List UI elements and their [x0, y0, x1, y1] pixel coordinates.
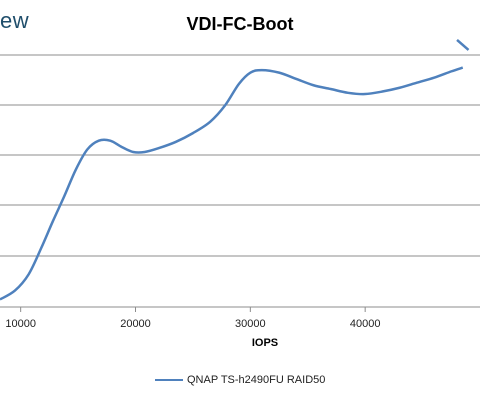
series-lines	[0, 38, 470, 301]
x-tick-label-3: 40000	[350, 318, 381, 330]
series-fragment-0	[456, 38, 470, 51]
x-axis: 10000 20000 30000 40000	[5, 307, 380, 330]
x-tick-label-1: 20000	[120, 318, 151, 330]
gridlines	[0, 54, 480, 308]
legend-swatch	[155, 379, 183, 381]
x-axis-label: IOPS	[251, 337, 279, 349]
series-line-0	[0, 66, 464, 301]
legend-label: QNAP TS-h2490FU RAID50	[187, 374, 326, 386]
legend: QNAP TS-h2490FU RAID50	[155, 374, 325, 386]
watermark-logo-text: ew	[0, 8, 30, 33]
chart-title: VDI-FC-Boot	[186, 14, 294, 34]
x-tick-label-2: 30000	[235, 318, 266, 330]
x-tick-label-0: 10000	[5, 318, 36, 330]
